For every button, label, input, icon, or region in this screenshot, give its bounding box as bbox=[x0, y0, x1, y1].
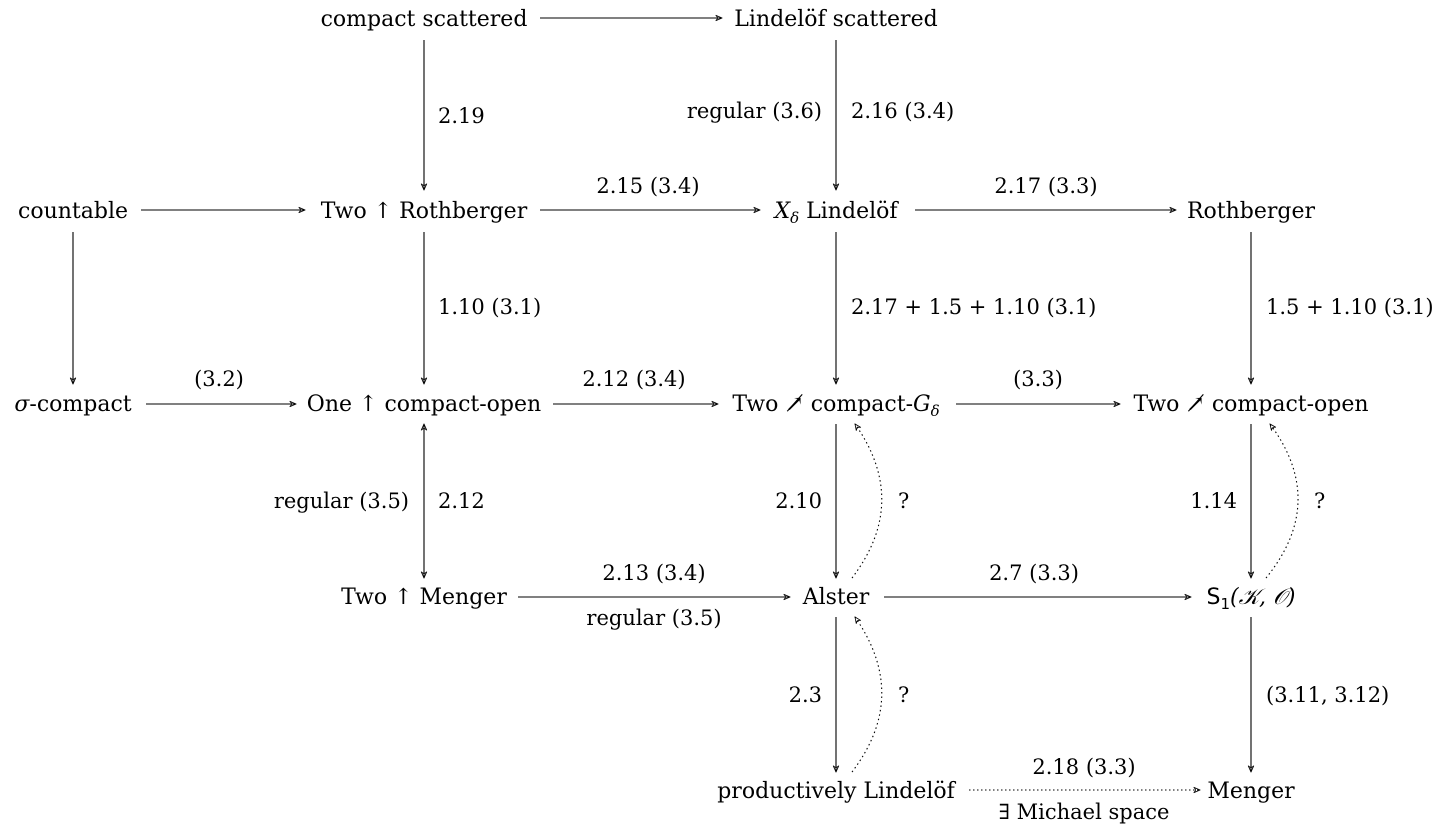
dotted-arrow-productively-lindelof-to-alster bbox=[851, 617, 883, 773]
node-lindelof-scattered: Lindelöf scattered bbox=[734, 7, 937, 32]
node-two-not-compact-open: Two ↗̸ compact-open bbox=[1133, 392, 1368, 417]
node-compact-scattered: compact scattered bbox=[321, 7, 528, 32]
label-1-14: 1.14 bbox=[1190, 489, 1237, 513]
label-2-7-3-3: 2.7 (3.3) bbox=[989, 561, 1079, 585]
node-two-rothberger: Two ↑ Rothberger bbox=[321, 199, 528, 224]
label-exists-michael-space: ∃ Michael space bbox=[999, 800, 1170, 824]
node-x-delta-lindelof: Xδ Lindelöf bbox=[772, 199, 899, 227]
label-question-3: ? bbox=[898, 683, 909, 707]
dotted-arrow-alster-to-two-gdelta bbox=[851, 424, 883, 579]
label-2-10: 2.10 bbox=[775, 489, 822, 513]
label-2-19: 2.19 bbox=[438, 104, 485, 128]
label-3-11-3-12: (3.11, 3.12) bbox=[1266, 683, 1389, 707]
node-two-not-compact-gdelta: Two ↗̸ compact-Gδ bbox=[732, 392, 939, 420]
label-regular-3-6: regular (3.6) bbox=[687, 99, 822, 123]
label-2-12-vertical: 2.12 bbox=[438, 489, 485, 513]
label-2-17-3-3: 2.17 (3.3) bbox=[994, 174, 1097, 198]
node-menger: Menger bbox=[1207, 779, 1295, 804]
label-question-2: ? bbox=[1314, 489, 1325, 513]
node-s1-k-o: S1(𝒦, 𝒪) bbox=[1207, 585, 1296, 613]
label-regular-3-5-vertical: regular (3.5) bbox=[274, 489, 409, 513]
label-3-3: (3.3) bbox=[1013, 367, 1063, 391]
node-sigma-compact: σ-compact bbox=[14, 392, 131, 417]
node-alster: Alster bbox=[802, 585, 870, 610]
node-one-compact-open: One ↑ compact-open bbox=[307, 392, 541, 417]
label-1-5-1-10-3-1: 1.5 + 1.10 (3.1) bbox=[1266, 295, 1434, 319]
label-2-16-3-4: 2.16 (3.4) bbox=[851, 99, 954, 123]
label-2-13-3-4: 2.13 (3.4) bbox=[602, 561, 705, 585]
label-1-10-3-1: 1.10 (3.1) bbox=[438, 295, 541, 319]
label-2-12-3-4: 2.12 (3.4) bbox=[582, 367, 685, 391]
label-question-1: ? bbox=[898, 489, 909, 513]
node-two-menger: Two ↑ Menger bbox=[341, 585, 507, 610]
label-regular-3-5-horizontal: regular (3.5) bbox=[586, 606, 721, 630]
dotted-arrow-s1-to-two-compact-open bbox=[1265, 424, 1299, 579]
node-countable: countable bbox=[18, 199, 128, 224]
label-3-2: (3.2) bbox=[194, 367, 244, 391]
label-2-15-3-4: 2.15 (3.4) bbox=[596, 174, 699, 198]
node-productively-lindelof: productively Lindelöf bbox=[717, 779, 956, 804]
label-2-3: 2.3 bbox=[789, 683, 822, 707]
label-2-17-1-5-1-10-3-1: 2.17 + 1.5 + 1.10 (3.1) bbox=[851, 295, 1096, 319]
label-2-18-3-3: 2.18 (3.3) bbox=[1032, 755, 1135, 779]
node-rothberger: Rothberger bbox=[1187, 199, 1316, 224]
